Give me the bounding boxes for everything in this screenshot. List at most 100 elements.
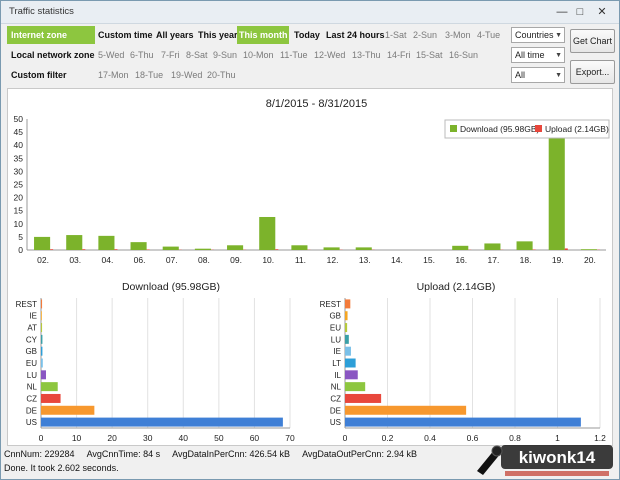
filter-value: All — [515, 70, 526, 80]
y-tick-label: LT — [332, 359, 341, 368]
filter-toolbar: Internet zone Local network zone Custom … — [7, 26, 615, 86]
country-bar — [345, 346, 351, 356]
upload-bar — [50, 249, 54, 250]
group-by-select[interactable]: Countries ▼ — [511, 27, 565, 43]
title-bar: Traffic statistics — □ ✕ — [1, 1, 619, 24]
y-tick-label: IE — [29, 312, 37, 321]
period-this-month[interactable]: This month — [237, 26, 289, 44]
x-tick-label: 15. — [423, 255, 435, 265]
legend-label-download: Download (95.98GB) — [460, 124, 540, 134]
day-item[interactable]: 18-Tue — [135, 70, 164, 80]
country-bar — [345, 382, 366, 392]
y-tick-label: DE — [330, 406, 341, 415]
x-tick-label: 12. — [327, 255, 339, 265]
day-item[interactable]: 9-Sun — [213, 50, 238, 60]
period-today[interactable]: Today — [294, 30, 320, 40]
x-tick-label: 13. — [359, 255, 371, 265]
day-item[interactable]: 12-Wed — [314, 50, 346, 60]
period-last-24-hours[interactable]: Last 24 hours — [326, 30, 385, 40]
country-bar — [41, 358, 43, 368]
day-item[interactable]: 7-Fri — [161, 50, 180, 60]
zone-custom-filter[interactable]: Custom filter — [11, 70, 67, 80]
day-item[interactable]: 11-Tue — [280, 50, 308, 60]
download-bar — [162, 246, 179, 250]
y-tick-label: EU — [26, 359, 37, 368]
zone-local-network[interactable]: Local network zone — [11, 50, 95, 60]
y-tick-label: NL — [27, 383, 38, 392]
time-range-value: All time — [515, 50, 545, 60]
charts-canvas: 8/1/2015 - 8/31/201505101520253035404550… — [14, 98, 610, 443]
filter-select[interactable]: All ▼ — [511, 67, 565, 83]
country-bar — [41, 299, 43, 309]
y-tick-label: REST — [320, 300, 341, 309]
y-tick-label: US — [330, 418, 341, 427]
country-bar — [41, 311, 42, 321]
day-item[interactable]: 15-Sat — [416, 50, 443, 60]
day-item[interactable]: 19-Wed — [171, 70, 203, 80]
download-bar — [355, 247, 372, 250]
x-tick-label: 0.2 — [382, 433, 394, 443]
country-bar — [41, 382, 58, 392]
day-item[interactable]: 6-Thu — [130, 50, 154, 60]
upload-bar — [564, 248, 568, 250]
day-item[interactable]: 10-Mon — [243, 50, 274, 60]
minimize-icon[interactable]: — — [556, 6, 568, 18]
y-tick-label: 35 — [14, 153, 24, 163]
y-tick-label: LU — [331, 335, 341, 344]
day-item[interactable]: 17-Mon — [98, 70, 129, 80]
download-bar — [548, 130, 565, 250]
y-tick-label: REST — [16, 300, 37, 309]
upload-bar — [146, 249, 150, 250]
country-bar — [345, 405, 467, 415]
country-bar — [41, 405, 95, 415]
download-bar — [194, 248, 211, 250]
x-tick-label: 1 — [555, 433, 560, 443]
x-tick-label: 17. — [488, 255, 500, 265]
day-item[interactable]: 2-Sun — [413, 30, 438, 40]
country-bar — [345, 370, 358, 380]
day-item[interactable]: 5-Wed — [98, 50, 125, 60]
y-tick-label: 30 — [14, 166, 24, 176]
y-tick-label: US — [26, 418, 37, 427]
chevron-down-icon: ▼ — [555, 72, 562, 79]
day-item[interactable]: 8-Sat — [186, 50, 208, 60]
period-all-years[interactable]: All years — [156, 30, 194, 40]
day-item[interactable]: 20-Thu — [207, 70, 236, 80]
zone-internet[interactable]: Internet zone — [7, 26, 95, 44]
avg-data-in: AvgDataInPerCnn: 426.54 kB — [172, 449, 291, 459]
y-tick-label: IE — [333, 347, 341, 356]
country-bar — [41, 334, 43, 344]
time-range-select[interactable]: All time ▼ — [511, 47, 565, 63]
x-tick-label: 03. — [69, 255, 81, 265]
y-tick-label: LU — [27, 371, 37, 380]
avg-data-out: AvgDataOutPerCnn: 2.94 kB — [302, 449, 417, 459]
status-message: Done. It took 2.602 seconds. — [4, 463, 119, 473]
x-tick-label: 07. — [166, 255, 178, 265]
x-tick-label: 10. — [262, 255, 274, 265]
download-bar — [66, 235, 83, 250]
period-custom-time[interactable]: Custom time — [98, 30, 153, 40]
day-item[interactable]: 4-Tue — [477, 30, 501, 40]
country-bar — [41, 370, 46, 380]
get-chart-button[interactable]: Get Chart — [570, 29, 615, 53]
chart-panel: 8/1/2015 - 8/31/2015 0 5 10 15 20 25 30 35 40 45 50… — [7, 88, 613, 446]
day-item[interactable]: 14-Fri — [387, 50, 411, 60]
day-item[interactable]: 13-Thu — [352, 50, 381, 60]
close-icon[interactable]: ✕ — [597, 6, 607, 18]
day-item[interactable]: 16-Sun — [449, 50, 479, 60]
x-tick-label: 0.4 — [424, 433, 436, 443]
day-item[interactable]: 1-Sat — [385, 30, 407, 40]
x-tick-label: 30 — [143, 433, 153, 443]
maximize-icon[interactable]: □ — [576, 6, 584, 18]
legend-swatch-download — [450, 125, 457, 132]
x-tick-label: 16. — [455, 255, 467, 265]
upload-bar — [114, 249, 118, 250]
day-item[interactable]: 3-Mon — [445, 30, 471, 40]
export-button[interactable]: Export... — [570, 60, 615, 84]
download-bar — [227, 245, 244, 250]
upload-bar — [82, 249, 86, 250]
x-tick-label: 09. — [230, 255, 242, 265]
country-bar — [345, 358, 356, 368]
period-this-year[interactable]: This year — [198, 30, 238, 40]
y-tick-label: GB — [329, 312, 341, 321]
